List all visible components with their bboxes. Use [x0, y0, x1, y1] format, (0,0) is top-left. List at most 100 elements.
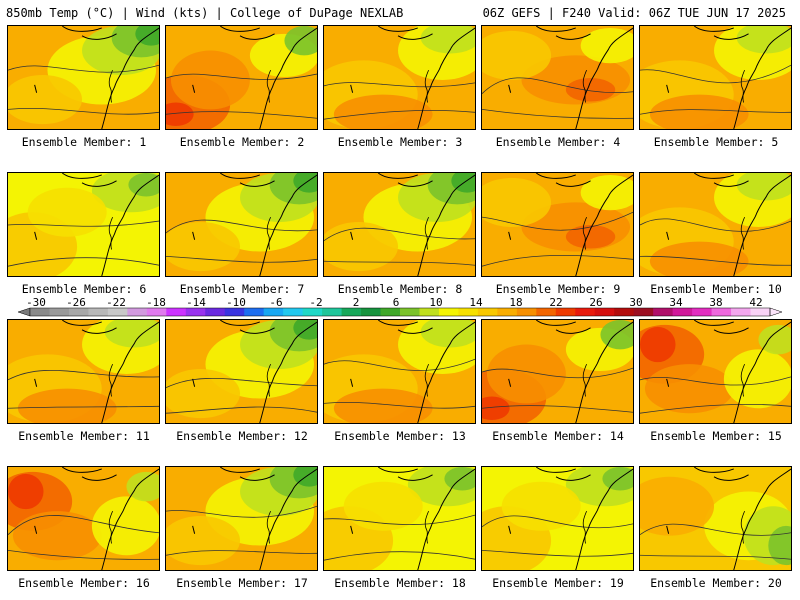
ensemble-member-map — [481, 466, 634, 571]
colorbar-swatch — [107, 308, 128, 316]
contour-line — [166, 505, 317, 518]
chesapeake-bay-outline — [582, 510, 587, 544]
chesapeake-bay-outline — [108, 363, 113, 397]
ensemble-member-label: Ensemble Member: 9 — [495, 282, 621, 296]
colorbar-swatch — [283, 308, 304, 316]
coastline — [101, 321, 159, 423]
contour-line — [324, 514, 475, 525]
coastline — [101, 27, 159, 129]
ensemble-member-label: Ensemble Member: 10 — [650, 282, 782, 296]
coastline — [259, 174, 317, 276]
chesapeake-bay-outline — [266, 363, 271, 397]
coastline — [575, 174, 633, 276]
colorbar-tick-label: 14 — [469, 298, 483, 309]
great-lakes-outline — [377, 467, 433, 481]
ensemble-member-map — [7, 319, 160, 424]
colorbar-tick-label: -26 — [66, 298, 86, 309]
contour-line — [166, 406, 317, 414]
wind-barb — [350, 525, 354, 534]
chesapeake-bay-outline — [582, 69, 587, 103]
colorbar-swatch — [711, 308, 732, 316]
great-lakes-outline — [377, 173, 433, 187]
colorbar-swatch — [146, 308, 167, 316]
contour-line — [166, 377, 317, 389]
contour-line — [482, 108, 633, 119]
ensemble-member-label: Ensemble Member: 19 — [492, 576, 624, 590]
colorbar-swatch — [672, 308, 693, 316]
wind-barb — [666, 84, 670, 93]
chesapeake-bay-outline — [424, 216, 429, 250]
coastline — [417, 27, 475, 129]
colorbar-swatch — [633, 308, 654, 316]
great-lakes-outline — [219, 467, 275, 481]
colorbar-swatch — [185, 308, 206, 316]
great-lakes-outline — [377, 26, 433, 40]
ensemble-member-map — [639, 25, 792, 130]
colorbar-swatch — [516, 308, 537, 316]
wind-barb — [508, 231, 512, 240]
wind-barb — [508, 378, 512, 387]
great-lakes-outline — [693, 320, 749, 334]
wind-barb — [34, 84, 38, 93]
contour-line — [640, 64, 791, 84]
colorbar-swatch — [127, 308, 148, 316]
colorbar-swatch — [594, 308, 615, 316]
ensemble-member-label: Ensemble Member: 2 — [179, 135, 305, 149]
ensemble-member-map — [7, 172, 160, 277]
ensemble-member-label: Ensemble Member: 15 — [650, 429, 782, 443]
ensemble-member-label: Ensemble Member: 12 — [176, 429, 308, 443]
coastline — [101, 174, 159, 276]
colorbar-tick-label: 38 — [709, 298, 722, 309]
colorbar-swatch — [263, 308, 284, 316]
contour-line — [640, 255, 791, 266]
great-lakes-outline — [535, 320, 591, 334]
colorbar-tick-label: 6 — [393, 298, 400, 309]
chesapeake-bay-outline — [582, 216, 587, 250]
ensemble-member-map — [639, 466, 792, 571]
colorbar-swatch — [244, 308, 265, 316]
contour-line — [640, 523, 791, 536]
coastline — [417, 174, 475, 276]
wind-barb — [350, 378, 354, 387]
colorbar-tick-label: 18 — [509, 298, 522, 309]
coastline — [259, 27, 317, 129]
wind-barb — [666, 231, 670, 240]
contour-line — [324, 551, 475, 561]
great-lakes-outline — [219, 26, 275, 40]
contour-line — [8, 220, 159, 227]
ensemble-member-label: Ensemble Member: 6 — [21, 282, 147, 296]
wind-barb — [192, 525, 196, 534]
ensemble-member-label: Ensemble Member: 8 — [337, 282, 463, 296]
contour-line — [324, 82, 475, 88]
ensemble-member-label: Ensemble Member: 5 — [653, 135, 779, 149]
wind-barb — [34, 231, 38, 240]
colorbar-right-arrow — [769, 307, 783, 317]
colorbar-tick-label: -2 — [309, 298, 322, 309]
coastline — [575, 27, 633, 129]
great-lakes-outline — [61, 26, 117, 40]
colorbar-tick-label: 30 — [629, 298, 642, 309]
ensemble-member-map — [323, 466, 476, 571]
great-lakes-outline — [61, 173, 117, 187]
ensemble-member-map — [7, 25, 160, 130]
chesapeake-bay-outline — [108, 216, 113, 250]
ensemble-member-label: Ensemble Member: 11 — [18, 429, 150, 443]
colorbar-swatch — [30, 308, 50, 316]
colorbar-swatch — [380, 308, 401, 316]
colorbar-swatch — [692, 308, 713, 316]
ensemble-member-label: Ensemble Member: 17 — [176, 576, 308, 590]
colorbar-swatch — [205, 308, 226, 316]
coastline — [575, 468, 633, 570]
contour-line — [324, 260, 475, 266]
chesapeake-bay-outline — [266, 510, 271, 544]
ensemble-member-map — [165, 319, 318, 424]
great-lakes-outline — [693, 173, 749, 187]
ensemble-member-map — [481, 25, 634, 130]
wind-barb — [34, 525, 38, 534]
ensemble-member-label: Ensemble Member: 16 — [18, 576, 150, 590]
great-lakes-outline — [219, 173, 275, 187]
contour-line — [640, 403, 791, 414]
ensemble-member-map — [165, 25, 318, 130]
colorbar-swatch — [614, 308, 635, 316]
colorbar-tick-label: 26 — [589, 298, 602, 309]
